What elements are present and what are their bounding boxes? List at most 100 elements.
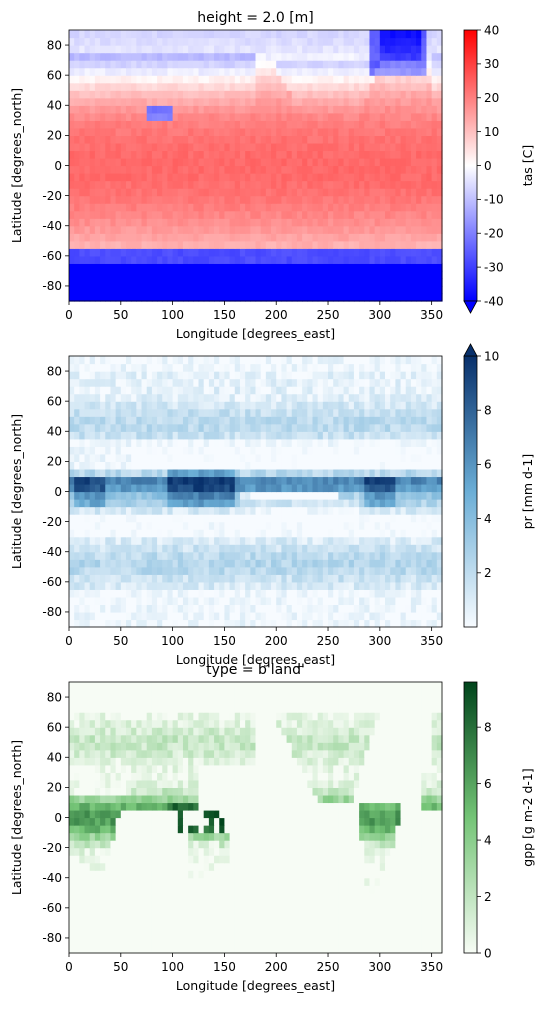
heatmap-cell (230, 45, 236, 53)
heatmap-cell (292, 135, 298, 143)
heatmap-cell (401, 135, 407, 143)
heatmap-cell (292, 589, 298, 597)
heatmap-cell (193, 196, 199, 204)
heatmap-cell (214, 409, 220, 417)
heatmap-cell (131, 446, 137, 454)
heatmap-cell (85, 135, 91, 143)
heatmap-cell (193, 90, 199, 98)
heatmap-cell (416, 271, 422, 279)
heatmap-cell (110, 53, 116, 61)
heatmap-cell (380, 90, 386, 98)
heatmap-cell (235, 218, 241, 226)
heatmap-cell (69, 60, 75, 68)
heatmap-cell (90, 612, 96, 620)
heatmap-cell (193, 446, 199, 454)
heatmap-cell (302, 233, 308, 241)
heatmap-cell (292, 582, 298, 590)
heatmap-cell (416, 537, 422, 545)
heatmap-cell (183, 90, 189, 98)
heatmap-cell (79, 379, 85, 387)
heatmap-cell (369, 263, 375, 271)
heatmap-cell (121, 226, 127, 234)
heatmap-cell (401, 30, 407, 38)
heatmap-cell (199, 431, 205, 439)
heatmap-cell (116, 416, 122, 424)
heatmap-cell (235, 567, 241, 575)
heatmap-cell (204, 552, 210, 560)
heatmap-cell (287, 409, 293, 417)
heatmap-cell (147, 431, 153, 439)
heatmap-cell (390, 293, 396, 301)
heatmap-cell (256, 454, 262, 462)
heatmap-cell (230, 75, 236, 83)
heatmap-cell (199, 90, 205, 98)
heatmap-cell (421, 552, 427, 560)
heatmap-cell (214, 241, 220, 249)
heatmap-cell (178, 188, 184, 196)
heatmap-cell (152, 446, 158, 454)
heatmap-cell (230, 271, 236, 279)
heatmap-cell (116, 53, 122, 61)
heatmap-cell (240, 241, 246, 249)
heatmap-cell (349, 461, 355, 469)
heatmap-cell (292, 128, 298, 136)
heatmap-cell (126, 544, 132, 552)
heatmap-cell (297, 211, 303, 219)
heatmap-cell (344, 499, 350, 507)
heatmap-cell (406, 98, 412, 106)
heatmap-cell (421, 476, 427, 484)
heatmap-cell (152, 188, 158, 196)
heatmap-cell (173, 203, 179, 211)
heatmap-cell (287, 203, 293, 211)
heatmap-cell (380, 173, 386, 181)
heatmap-cell (390, 574, 396, 582)
heatmap-cell (95, 233, 101, 241)
heatmap-cell (74, 401, 80, 409)
heatmap-cell (390, 241, 396, 249)
heatmap-cell (328, 431, 334, 439)
heatmap-cell (401, 552, 407, 560)
heatmap-cell (426, 75, 432, 83)
heatmap-cell (411, 522, 417, 530)
heatmap-cell (240, 461, 246, 469)
heatmap-cell (323, 492, 329, 500)
heatmap-cell (250, 120, 256, 128)
heatmap-cell (126, 567, 132, 575)
heatmap-cell (121, 53, 127, 61)
heatmap-cell (131, 278, 137, 286)
heatmap-cell (126, 589, 132, 597)
heatmap-cell (349, 256, 355, 264)
heatmap-cell (105, 522, 111, 530)
heatmap-cell (173, 507, 179, 515)
heatmap-cell (209, 226, 215, 234)
heatmap-cell (240, 604, 246, 612)
heatmap-cell (116, 98, 122, 106)
heatmap-cell (147, 416, 153, 424)
heatmap-cell (271, 196, 277, 204)
heatmap-cell (385, 233, 391, 241)
heatmap-cell (276, 537, 282, 545)
heatmap-cell (426, 196, 432, 204)
heatmap-cell (136, 544, 142, 552)
heatmap-cell (167, 439, 173, 447)
heatmap-cell (142, 507, 148, 515)
heatmap-cell (69, 507, 75, 515)
heatmap-cell (375, 604, 381, 612)
heatmap-cell (90, 439, 96, 447)
heatmap-cell (261, 188, 267, 196)
heatmap-cell (95, 75, 101, 83)
heatmap-cell (385, 203, 391, 211)
heatmap-cell (250, 619, 256, 627)
heatmap-cell (421, 529, 427, 537)
heatmap-cell (256, 60, 262, 68)
heatmap-cell (390, 248, 396, 256)
heatmap-cell (136, 597, 142, 605)
heatmap-cell (116, 582, 122, 590)
heatmap-cell (401, 98, 407, 106)
heatmap-cell (173, 552, 179, 560)
heatmap-cell (333, 416, 339, 424)
heatmap-cell (110, 416, 116, 424)
heatmap-cell (178, 83, 184, 91)
heatmap-cell (349, 544, 355, 552)
heatmap-cell (421, 522, 427, 530)
